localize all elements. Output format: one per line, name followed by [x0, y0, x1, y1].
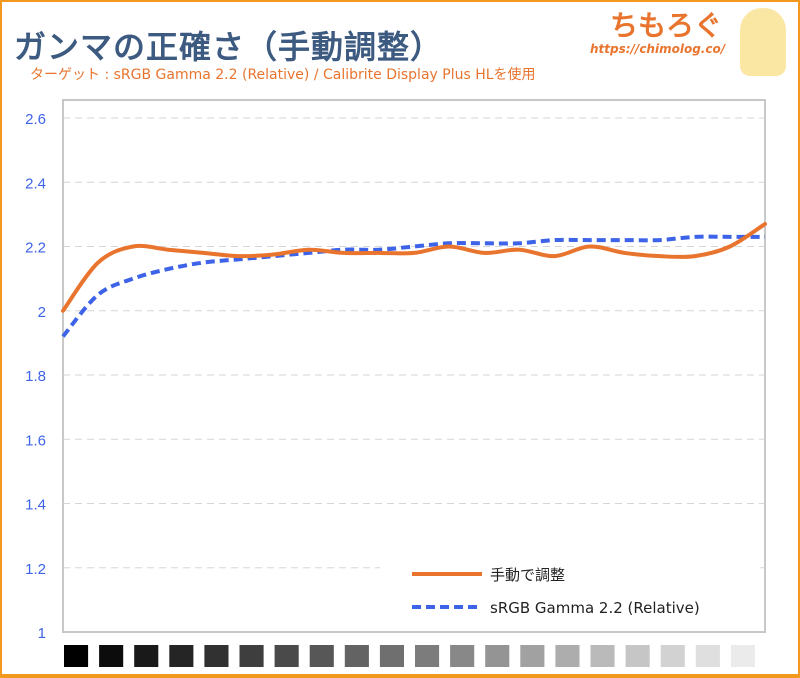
- gray-swatch: [695, 645, 720, 667]
- plot-area: [62, 99, 766, 633]
- gray-swatch: [204, 645, 229, 667]
- gray-swatch: [730, 645, 755, 667]
- gray-swatch: [415, 645, 440, 667]
- y-tick-label: 2.2: [25, 240, 46, 257]
- mascot-icon: [740, 8, 786, 76]
- legend-label: sRGB Gamma 2.2 (Relative): [490, 599, 700, 617]
- legend-box: [380, 560, 760, 630]
- site-logo: ちもろぐ https://chimolog.co/: [590, 2, 790, 82]
- gray-swatch: [309, 645, 334, 667]
- gray-swatch: [590, 645, 615, 667]
- gray-swatch: [169, 645, 194, 667]
- logo-url: https://chimolog.co/: [590, 42, 726, 56]
- y-tick-label: 1.2: [25, 561, 46, 578]
- logo-text: ちもろぐ: [610, 9, 723, 42]
- gray-swatch: [274, 645, 299, 667]
- gray-swatch: [379, 645, 404, 667]
- y-tick-label: 2.6: [25, 111, 46, 128]
- gray-swatch: [450, 645, 475, 667]
- series-line-manual: [61, 222, 767, 313]
- y-tick-label: 2.4: [25, 175, 46, 192]
- series-line-srgb-target: [61, 234, 765, 338]
- gray-swatch: [625, 645, 650, 667]
- y-tick-label: 1: [38, 625, 46, 642]
- gray-swatch: [239, 645, 264, 667]
- legend-label: 手動で調整: [490, 566, 565, 584]
- y-tick-label: 1.4: [25, 497, 46, 514]
- chart-subtitle: ターゲット : sRGB Gamma 2.2 (Relative) / Cali…: [30, 67, 536, 83]
- y-tick-label: 1.8: [25, 368, 46, 385]
- gray-swatch: [660, 645, 685, 667]
- y-tick-label: 2: [38, 304, 46, 321]
- gray-swatch: [555, 645, 580, 667]
- gray-swatch: [520, 645, 545, 667]
- gray-swatch: [485, 645, 510, 667]
- gray-swatch: [99, 645, 124, 667]
- gray-swatch: [344, 645, 369, 667]
- gray-swatch: [134, 645, 159, 667]
- page-title: ガンマの正確さ（手動調整）: [14, 28, 444, 66]
- gray-swatch: [64, 645, 89, 667]
- y-tick-label: 1.6: [25, 432, 46, 449]
